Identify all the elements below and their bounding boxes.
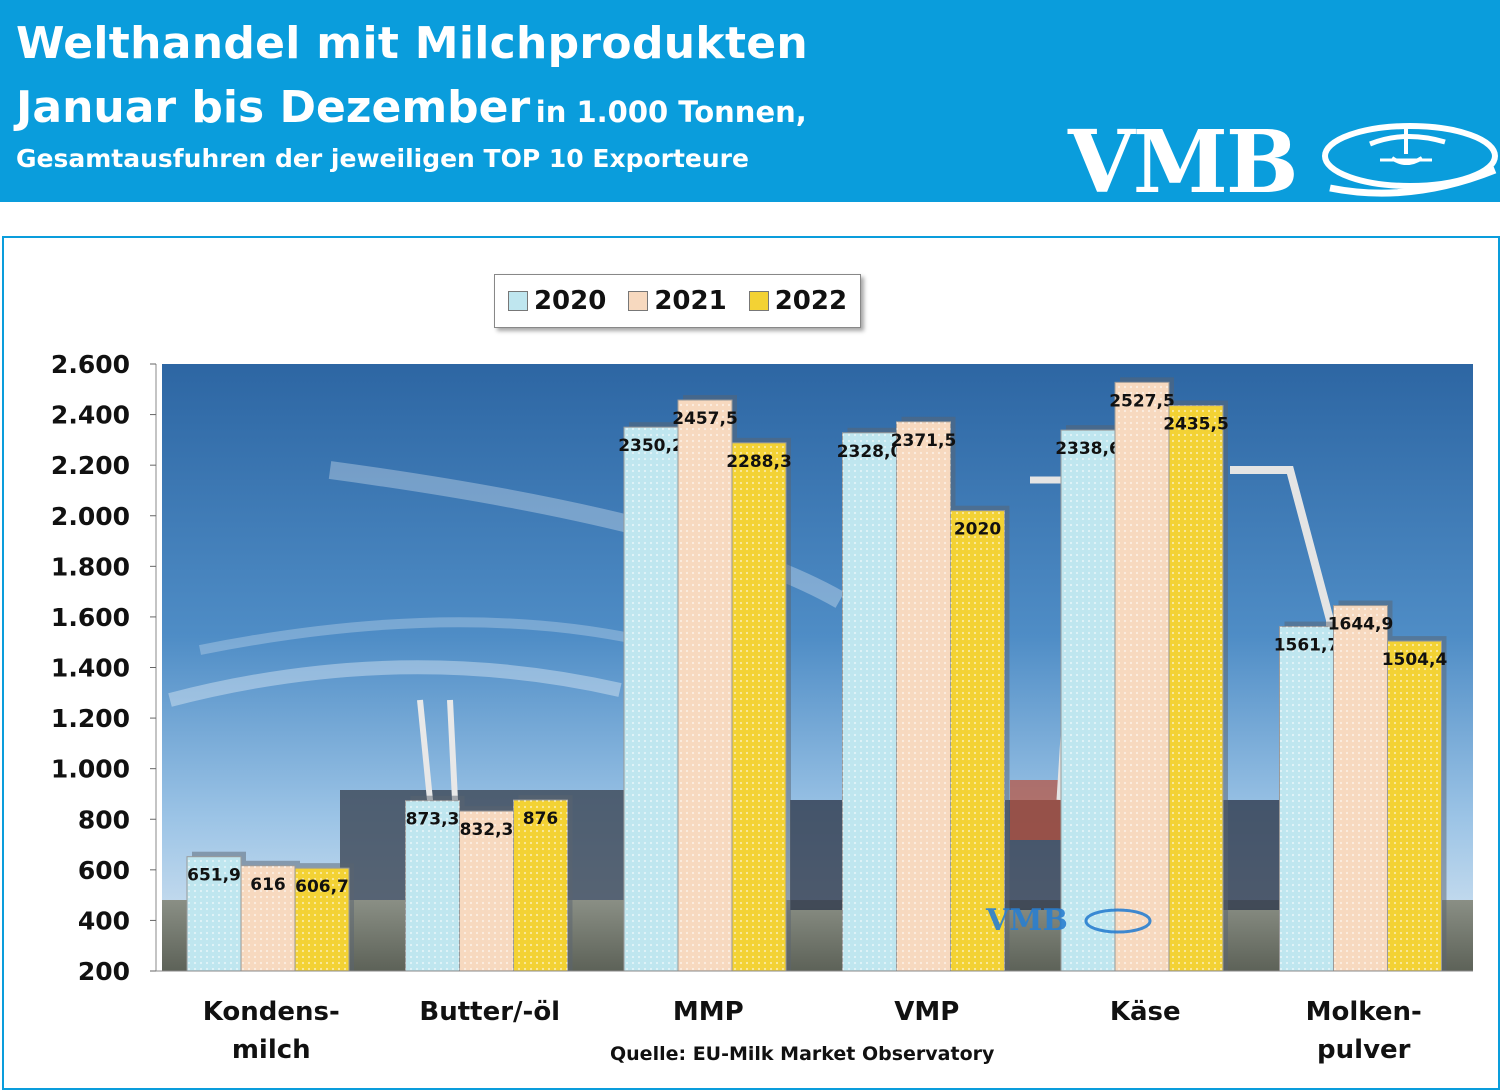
bar-texture	[1279, 626, 1334, 971]
bar-texture	[513, 800, 568, 971]
y-tick-label: 2.400	[51, 401, 130, 430]
legend-label: 2020	[533, 286, 607, 316]
data-label: 2288,3	[726, 452, 792, 472]
y-tick-label: 1.400	[51, 654, 130, 683]
data-label: 651,9	[187, 866, 241, 886]
x-tick-label: Molken-	[1306, 997, 1422, 1027]
y-tick-label: 2.600	[51, 350, 130, 379]
harbor-background	[162, 364, 1473, 971]
data-label: 1561,7	[1274, 636, 1340, 656]
legend-label: 2022	[774, 286, 848, 316]
unit-label: in 1.000 Tonnen,	[535, 95, 807, 129]
page-subtitle: Gesamtausfuhren der jeweiligen TOP 10 Ex…	[16, 144, 749, 173]
bar-texture	[459, 811, 514, 971]
y-tick-label: 600	[78, 856, 130, 885]
source-note: Quelle: EU-Milk Market Observatory	[610, 1043, 995, 1065]
data-label: 2371,5	[891, 431, 957, 451]
y-tick-label: 2.200	[51, 451, 130, 480]
x-tick-label: pulver	[1317, 1035, 1411, 1065]
page-title: Welthandel mit Milchprodukten	[16, 18, 809, 69]
bar-texture	[624, 427, 678, 971]
data-label: 2527,5	[1109, 391, 1175, 411]
x-tick-label: Kondens-	[203, 997, 340, 1027]
x-tick-label: Käse	[1110, 997, 1181, 1027]
data-label: 2457,5	[672, 409, 738, 429]
data-label: 2338,6	[1055, 439, 1121, 459]
data-label: 876	[523, 809, 559, 829]
y-tick-label: 2.000	[51, 502, 130, 531]
bar-texture	[1169, 405, 1223, 971]
bar-texture	[896, 421, 951, 971]
bar-texture	[678, 400, 732, 971]
x-axis: Kondens-milch Butter/-öl MMP VMP Käse Molken-…	[156, 970, 1473, 1065]
x-tick-label: MMP	[673, 997, 744, 1027]
bar-texture	[405, 800, 460, 971]
legend-item-2021: 2021	[628, 286, 727, 316]
bar-texture	[732, 442, 786, 972]
vmb-logo-text: VMB	[1068, 112, 1299, 213]
y-tick-label: 1.800	[51, 552, 130, 581]
watermark-text: VMB	[985, 903, 1068, 938]
data-label: 832,3	[460, 820, 514, 840]
data-label: 616	[250, 875, 286, 895]
period-label: Januar bis Dezember	[16, 82, 531, 133]
title-line-2: Januar bis Dezember in 1.000 Tonnen,	[16, 82, 807, 133]
y-tick-label: 1.000	[51, 755, 130, 784]
vmb-logo-icon	[1322, 123, 1498, 197]
bar-texture	[187, 856, 241, 971]
bar-texture	[1333, 605, 1388, 971]
data-label: 606,7	[295, 877, 349, 897]
watermark-logo: VMB	[985, 903, 1152, 938]
bar-texture	[1061, 430, 1115, 971]
legend: 2020 2021 2022	[494, 274, 861, 328]
legend-swatch	[628, 291, 649, 311]
data-label: 2435,5	[1163, 415, 1229, 435]
bar-texture	[842, 432, 897, 971]
bar-texture	[1115, 382, 1169, 972]
bar-texture	[241, 865, 295, 971]
y-tick-label: 1.200	[51, 704, 130, 733]
data-label: 1644,9	[1328, 615, 1394, 635]
y-axis: 2.600 2.400 2.200 2.000 1.800 1.600 1.400 1.200…	[51, 350, 157, 986]
x-tick-label: milch	[232, 1035, 311, 1065]
data-label: 2020	[954, 520, 1001, 540]
legend-item-2020: 2020	[507, 286, 607, 316]
data-label: 873,3	[406, 810, 460, 830]
legend-item-2022: 2022	[748, 286, 848, 316]
header-banner: Welthandel mit Milchprodukten Januar bis…	[0, 0, 1500, 213]
y-tick-label: 400	[78, 906, 130, 935]
bar-texture	[950, 510, 1005, 971]
legend-label: 2021	[654, 286, 727, 316]
data-label: 2328,0	[837, 442, 903, 462]
data-label: 1504,4	[1382, 650, 1448, 670]
x-tick-label: Butter/-öl	[419, 997, 560, 1027]
legend-swatch	[507, 291, 528, 311]
y-tick-label: 200	[78, 957, 130, 986]
data-label: 2350,2	[618, 436, 684, 456]
y-tick-label: 800	[78, 805, 130, 834]
bar-texture	[1387, 641, 1442, 971]
y-tick-label: 1.600	[51, 603, 130, 632]
x-tick-label: VMP	[894, 997, 959, 1027]
legend-swatch	[748, 291, 769, 311]
bar-texture	[295, 868, 349, 971]
